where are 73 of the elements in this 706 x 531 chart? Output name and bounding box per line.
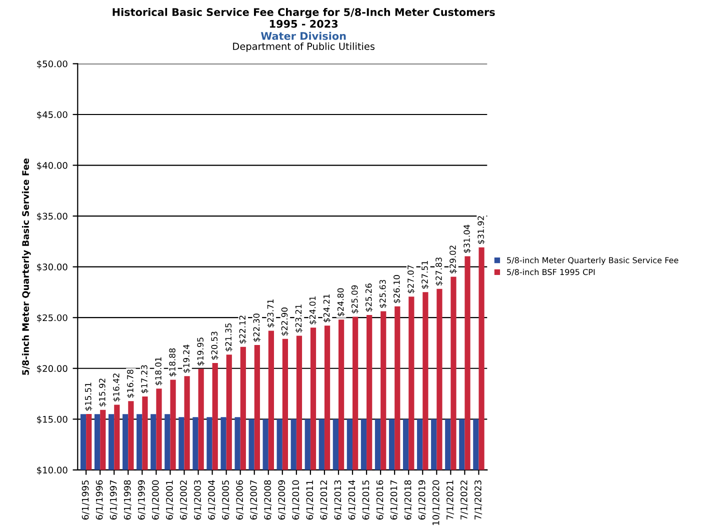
x-tick-label: 10/1/2020 bbox=[432, 480, 440, 525]
data-label: $22.12 bbox=[239, 316, 247, 344]
data-label: $24.80 bbox=[337, 288, 345, 316]
x-tick-label: 6/1/2010 bbox=[292, 480, 300, 520]
data-label: $20.53 bbox=[211, 332, 219, 360]
data-label: $31.04 bbox=[463, 224, 472, 253]
y-tick-label: $15.00 bbox=[37, 416, 68, 424]
y-tick-label: $40.00 bbox=[37, 162, 68, 170]
x-tick-label: 6/1/1995 bbox=[82, 480, 90, 520]
x-tick-label: 6/1/2018 bbox=[404, 480, 412, 520]
x-tick-label: 6/1/2002 bbox=[180, 480, 188, 520]
x-tick-label: 6/1/2006 bbox=[236, 480, 244, 520]
legend-label: 5/8-inch BSF 1995 CPI bbox=[507, 268, 595, 276]
x-tick-label: 6/1/1997 bbox=[110, 480, 118, 520]
x-tick-label: 6/1/2011 bbox=[306, 480, 314, 520]
y-axis-title: 5/8-inch Meter Quarterly Basic Service Fee bbox=[22, 158, 31, 375]
x-tick-label: 6/1/2005 bbox=[222, 480, 230, 520]
chart-subtitle: Water Division bbox=[260, 32, 346, 40]
x-tick-label: 6/1/2003 bbox=[194, 480, 202, 520]
data-label: $24.21 bbox=[323, 294, 331, 322]
y-tick-label: $20.00 bbox=[37, 364, 68, 374]
data-label: $19.95 bbox=[197, 338, 205, 366]
x-tick-label: 6/1/2000 bbox=[152, 480, 160, 520]
data-label: $31.92 bbox=[478, 216, 486, 244]
data-label: $22.30 bbox=[253, 314, 261, 342]
legend-label: 5/8-inch Meter Quarterly Basic Service Fee bbox=[507, 257, 678, 265]
x-tick-label: 6/1/2019 bbox=[418, 480, 426, 520]
data-label: $26.10 bbox=[393, 275, 401, 303]
data-label: $22.90 bbox=[281, 308, 289, 336]
x-tick-label: 6/1/2009 bbox=[278, 480, 286, 520]
data-label: $24.01 bbox=[309, 296, 317, 324]
x-tick-label: 7/1/2021 bbox=[446, 480, 454, 520]
data-label: $27.07 bbox=[407, 265, 415, 294]
x-tick-label: 6/1/2013 bbox=[334, 480, 342, 520]
y-tick-label: $25.00 bbox=[37, 314, 68, 322]
data-label: $21.35 bbox=[225, 323, 233, 352]
data-label: $29.02 bbox=[449, 246, 458, 274]
x-tick-label: 6/1/2012 bbox=[320, 480, 328, 520]
x-tick-label: 6/1/2008 bbox=[264, 480, 272, 520]
x-tick-label: 7/1/2023 bbox=[474, 480, 482, 520]
data-label: $17.23 bbox=[140, 365, 148, 394]
x-tick-label: 6/1/1998 bbox=[124, 480, 132, 520]
data-label: $25.26 bbox=[365, 284, 373, 312]
x-tick-label: 6/1/2017 bbox=[390, 480, 398, 520]
x-tick-label: 6/1/1999 bbox=[138, 480, 146, 520]
data-label: $19.24 bbox=[183, 344, 191, 373]
data-label: $27.51 bbox=[421, 260, 429, 289]
x-tick-label: 6/1/2015 bbox=[362, 480, 370, 520]
data-label: $27.83 bbox=[435, 258, 443, 286]
x-tick-label: 6/1/2007 bbox=[250, 480, 258, 520]
y-tick-label: $45.00 bbox=[37, 111, 68, 120]
x-tick-label: 6/1/2014 bbox=[348, 480, 356, 520]
y-tick-label: $50.00 bbox=[37, 60, 68, 68]
data-label: $18.88 bbox=[168, 348, 177, 376]
data-label: $25.63 bbox=[379, 280, 387, 308]
x-tick-label: 6/1/2016 bbox=[376, 480, 384, 520]
data-label: $16.42 bbox=[112, 374, 120, 402]
x-tick-label: 6/1/2004 bbox=[208, 480, 216, 520]
data-label: $16.78 bbox=[126, 370, 134, 398]
text: Department of Public Utilities bbox=[233, 42, 375, 52]
x-tick-label: 7/1/2022 bbox=[460, 480, 468, 520]
data-label: $15.92 bbox=[98, 378, 106, 406]
data-label: $23.71 bbox=[267, 300, 275, 328]
data-label: $18.01 bbox=[154, 357, 163, 386]
data-label: $25.09 bbox=[351, 285, 359, 314]
data-label: $23.21 bbox=[295, 304, 303, 332]
chart-title: Historical Basic Service Fee Charge for 5/8-Inch Meter Customers 1995 - 2023 bbox=[112, 8, 495, 28]
x-tick-label: 6/1/2001 bbox=[166, 480, 174, 520]
data-label: $15.51 bbox=[84, 382, 92, 411]
y-tick-label: $10.00 bbox=[37, 466, 68, 475]
x-tick-label: 6/1/1996 bbox=[96, 480, 104, 520]
y-tick-label: $35.00 bbox=[37, 212, 68, 221]
y-tick-label: $30.00 bbox=[37, 263, 68, 272]
